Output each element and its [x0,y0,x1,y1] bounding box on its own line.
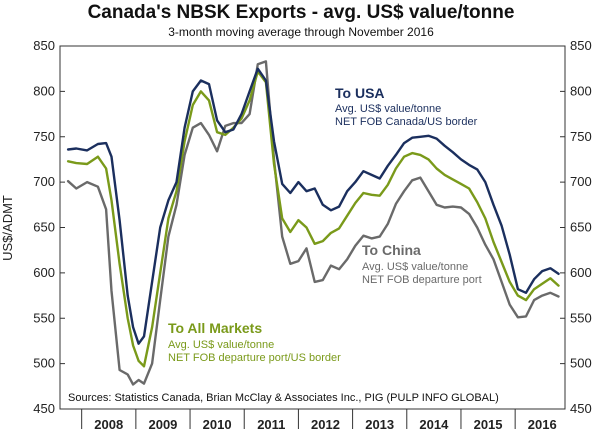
x-tick-label-2013: 2013 [365,417,394,432]
chart-title: Canada's NBSK Exports - avg. US$ value/t… [87,2,515,23]
series-line-all-markets [66,70,560,368]
x-tick-label-2016: 2016 [528,417,557,432]
y-tick-label-left: 450 [33,401,55,416]
series-line-usa [66,67,560,345]
y-axis-label: US$/ADMT [0,195,15,261]
y-tick-label-right: 750 [570,129,592,144]
y-tick-label-left: 600 [33,265,55,280]
annotation-china-title: To China [362,242,421,258]
y-tick-label-right: 600 [570,265,592,280]
y-tick-label-left: 500 [33,356,55,371]
x-tick-label-2012: 2012 [311,417,340,432]
y-tick-label-right: 850 [570,38,592,53]
annotation-usa-title: To USA [335,85,385,101]
x-tick-label-2014: 2014 [419,417,449,432]
y-tick-label-left: 550 [33,310,55,325]
x-tick-label-2011: 2011 [257,417,285,432]
x-tick-label-2009: 2009 [148,417,177,432]
y-tick-label-right: 700 [570,174,592,189]
x-tick-label-2010: 2010 [203,417,232,432]
x-tick-label-2015: 2015 [474,417,503,432]
annotation-all-title: To All Markets [168,320,262,336]
annotation-usa-line2: NET FOB Canada/US border [335,116,478,128]
annotation-usa-line1: Avg. US$ value/tonne [335,103,441,115]
y-tick-label-left: 650 [33,220,55,235]
source-note: Sources: Statistics Canada, Brian McClay… [68,392,499,404]
annotation-all-line1: Avg. US$ value/tonne [168,339,274,351]
y-tick-label-right: 550 [570,310,592,325]
y-tick-label-right: 650 [570,220,592,235]
y-tick-label-left: 800 [33,83,55,98]
x-tick-label-2008: 2008 [94,417,123,432]
y-tick-label-left: 850 [33,38,55,53]
y-tick-label-right: 450 [570,401,592,416]
y-tick-label-left: 750 [33,129,55,144]
series-line-china [66,60,560,386]
y-tick-label-right: 800 [570,83,592,98]
y-tick-label-right: 500 [570,356,592,371]
annotation-china-line2: NET FOB departure port [362,274,482,286]
y-tick-label-left: 700 [33,174,55,189]
annotation-all-line2: NET FOB departure port/US border [168,352,341,364]
annotation-china-line1: Avg. US$ value/tonne [362,261,468,273]
chart-subtitle: 3-month moving average through November … [168,25,434,39]
